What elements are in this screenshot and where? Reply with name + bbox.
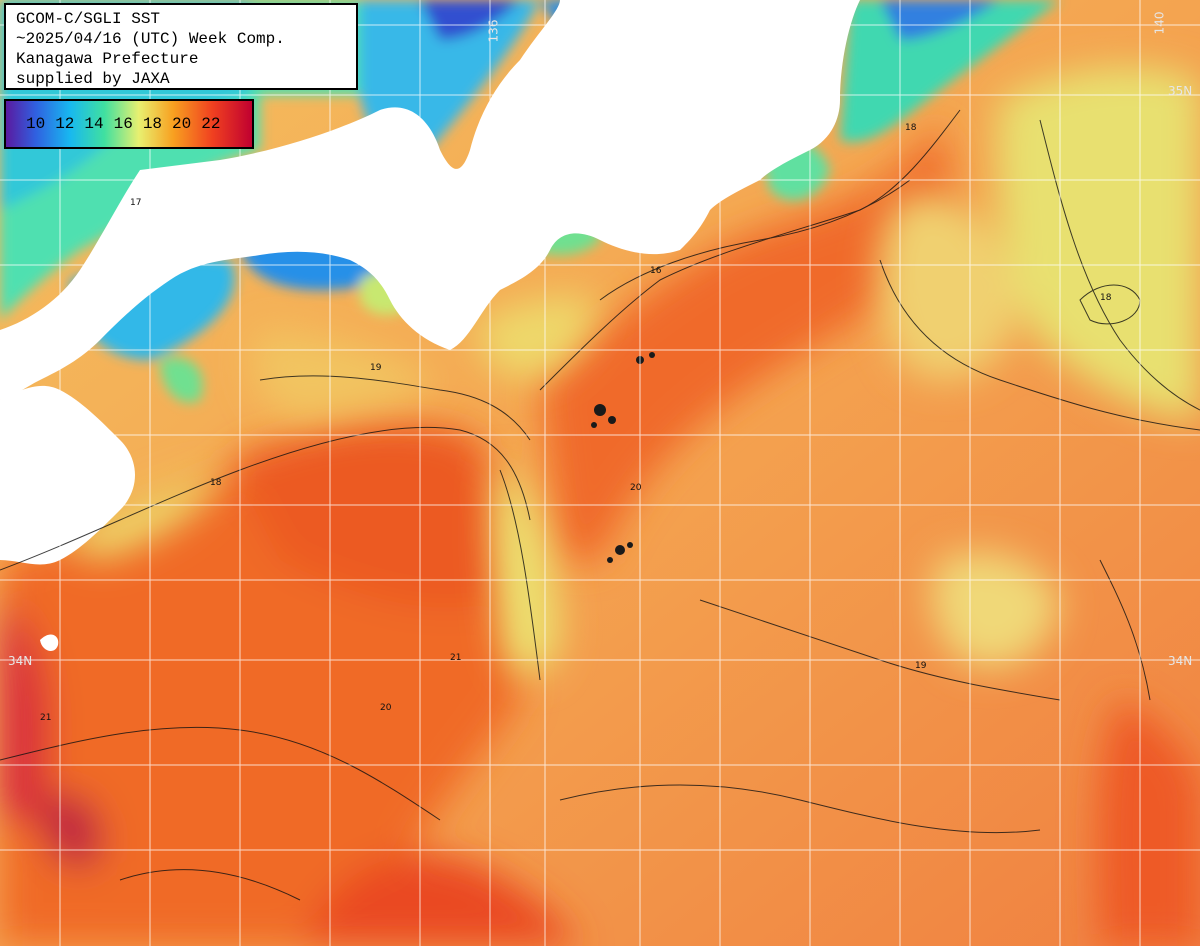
contour-value-labels: 18 19 20 21 16 18 18 20 19 21 17 [40,123,1112,723]
longitude-label: 140 [1152,11,1167,35]
data-supplier: supplied by JAXA [16,70,170,88]
product-title: GCOM-C/SGLI SST [16,10,161,28]
temperature-color-legend: 10 12 14 16 18 20 22 [4,99,254,149]
contour-label: 20 [630,483,642,493]
region-name: Kanagawa Prefecture [16,50,199,68]
contour-label: 21 [450,653,461,663]
legend-tick: 22 [201,115,221,133]
longitude-label: 136 [486,19,501,43]
contour-label: 21 [40,713,51,723]
cool-water-areas [60,66,1200,676]
legend-tick: 14 [84,115,104,133]
cloud-mask-speckles [591,352,655,563]
legend-tick: 16 [113,115,133,133]
legend-tick: 18 [142,115,163,133]
latitude-label: 34N [8,654,33,668]
latitude-label: 35N [1168,84,1193,98]
contour-label: 19 [915,661,927,671]
legend-tick: 20 [172,115,192,133]
composite-date: ~2025/04/16 (UTC) Week Comp. [16,30,285,48]
legend-tick: 10 [26,115,46,133]
contour-label: 20 [380,703,392,713]
contour-label: 16 [650,266,662,276]
latitude-label: 34N [1168,654,1193,668]
contour-label: 18 [1100,293,1112,303]
contour-label: 18 [905,123,917,133]
contour-label: 17 [130,198,141,208]
legend-tick: 12 [55,115,75,133]
warm-water-areas [0,120,1200,946]
contour-label: 19 [370,363,382,373]
land-areas [0,0,860,652]
map-info-box: GCOM-C/SGLI SST ~2025/04/16 (UTC) Week C… [4,3,358,90]
contour-label: 18 [210,478,222,488]
